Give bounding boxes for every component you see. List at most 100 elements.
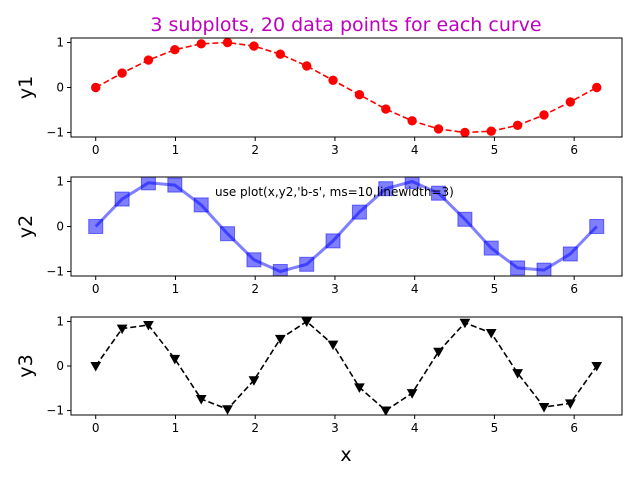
subplot-2: y2 0 1 2 3 4 5 6 −1 0 1 use plot(x,y2,'b-s', ms=10,… <box>15 175 623 296</box>
data-point-circle <box>433 124 444 134</box>
x-tick-label: 4 <box>411 143 419 157</box>
data-point-square <box>431 185 447 201</box>
y-axis-label: y1 <box>15 76 37 99</box>
data-point-triangle <box>459 318 471 329</box>
data-point-square <box>246 252 262 268</box>
data-point-triangle <box>512 369 523 379</box>
x-tick-label: 4 <box>411 421 419 435</box>
x-tick-label: 6 <box>570 143 578 157</box>
series-line <box>95 320 598 412</box>
data-point-triangle <box>327 340 339 351</box>
data-point-square <box>404 177 420 189</box>
y-axis-label: y3 <box>15 354 37 377</box>
data-point-circle <box>512 120 523 131</box>
x-axis-label: x <box>340 444 351 466</box>
data-point-circle <box>565 97 576 107</box>
data-point-square <box>457 211 473 227</box>
data-point-square <box>220 226 236 242</box>
data-point-triangle <box>90 362 102 372</box>
data-point-triangle <box>354 383 365 393</box>
data-point-circle <box>328 75 338 86</box>
data-point-circle <box>249 41 259 51</box>
data-point-circle <box>275 49 286 59</box>
data-point-triangle <box>564 399 576 409</box>
y-tick-label: 0 <box>56 359 64 373</box>
x-tick-label: 0 <box>92 421 100 435</box>
axes-frame <box>70 176 623 277</box>
data-point-square <box>299 256 315 272</box>
x-tick-label: 5 <box>491 143 499 157</box>
y-tick-label: 1 <box>56 314 64 328</box>
x-tick-label: 6 <box>570 282 578 296</box>
subplot-3: y3 0 1 2 3 4 5 6 −1 0 1 <box>15 314 623 435</box>
data-point-circle <box>486 126 496 136</box>
data-point-circle <box>381 104 391 114</box>
data-point-triangle <box>116 324 128 335</box>
data-point-circle <box>143 55 154 65</box>
y-axis-label: y2 <box>15 215 37 238</box>
figure-title: 3 subplots, 20 data points for each curv… <box>150 14 541 36</box>
data-point-circle <box>222 38 233 48</box>
data-point-triangle <box>380 406 392 415</box>
data-point-circle <box>117 68 127 78</box>
x-tick-label: 6 <box>570 421 578 435</box>
x-tick-label: 1 <box>172 421 180 435</box>
data-point-triangle <box>143 321 154 331</box>
x-tick-label: 2 <box>251 282 259 296</box>
y-tick-label: 0 <box>56 81 64 95</box>
data-point-circle <box>460 127 470 137</box>
data-point-square <box>351 204 367 220</box>
y-tick-label: 1 <box>56 175 64 189</box>
data-point-square <box>167 177 183 193</box>
plot-area <box>88 177 605 276</box>
data-point-circle <box>354 90 365 100</box>
data-point-square <box>589 219 605 234</box>
data-point-square <box>562 246 578 262</box>
data-point-triangle <box>433 347 444 358</box>
plot-area <box>91 38 602 137</box>
y-tick-label: −1 <box>46 126 64 140</box>
x-tick-label: 2 <box>251 421 259 435</box>
data-point-circle <box>196 39 206 49</box>
data-point-square <box>510 260 526 276</box>
plot-annotation: use plot(x,y2,'b-s', ms=10,linewidth=3) <box>215 185 454 199</box>
axes-frame <box>70 37 623 138</box>
data-point-square <box>114 191 130 207</box>
data-point-triangle <box>222 405 233 415</box>
x-tick-label: 4 <box>411 282 419 296</box>
data-point-triangle <box>485 329 497 339</box>
data-point-square <box>325 233 341 249</box>
data-point-square <box>140 177 156 191</box>
x-tick-label: 3 <box>331 421 339 435</box>
x-tick-label: 2 <box>251 143 259 157</box>
data-point-circle <box>302 61 312 71</box>
data-point-square <box>483 240 499 256</box>
data-point-square <box>536 262 552 276</box>
subplot-1: y1 0 1 2 3 4 5 6 −1 0 1 <box>15 36 623 157</box>
data-point-triangle <box>406 389 418 399</box>
x-tick-label: 0 <box>92 282 100 296</box>
data-point-circle <box>539 110 549 120</box>
y-tick-label: −1 <box>46 404 64 418</box>
y-tick-label: 0 <box>56 220 64 234</box>
data-point-triangle <box>248 376 260 386</box>
data-point-square <box>378 181 394 197</box>
data-point-triangle <box>591 362 603 372</box>
x-tick-label: 3 <box>331 282 339 296</box>
x-tick-label: 5 <box>491 282 499 296</box>
x-tick-label: 3 <box>331 143 339 157</box>
data-point-circle <box>91 82 101 93</box>
data-point-triangle <box>169 354 181 365</box>
data-point-triangle <box>538 402 550 413</box>
data-point-square <box>193 197 209 213</box>
x-tick-label: 0 <box>92 143 100 157</box>
y-tick-label: −1 <box>46 265 64 279</box>
data-point-triangle <box>301 317 313 327</box>
x-tick-label: 5 <box>491 421 499 435</box>
subplots: y1 0 1 2 3 4 5 6 −1 0 1 y2 0 1 2 3 4 5 6 −1 0 1 use plot(x,y2,… <box>15 36 623 435</box>
x-tick-label: 1 <box>172 143 180 157</box>
x-tick-label: 1 <box>172 282 180 296</box>
data-point-circle <box>592 82 602 93</box>
data-point-triangle <box>274 334 286 345</box>
